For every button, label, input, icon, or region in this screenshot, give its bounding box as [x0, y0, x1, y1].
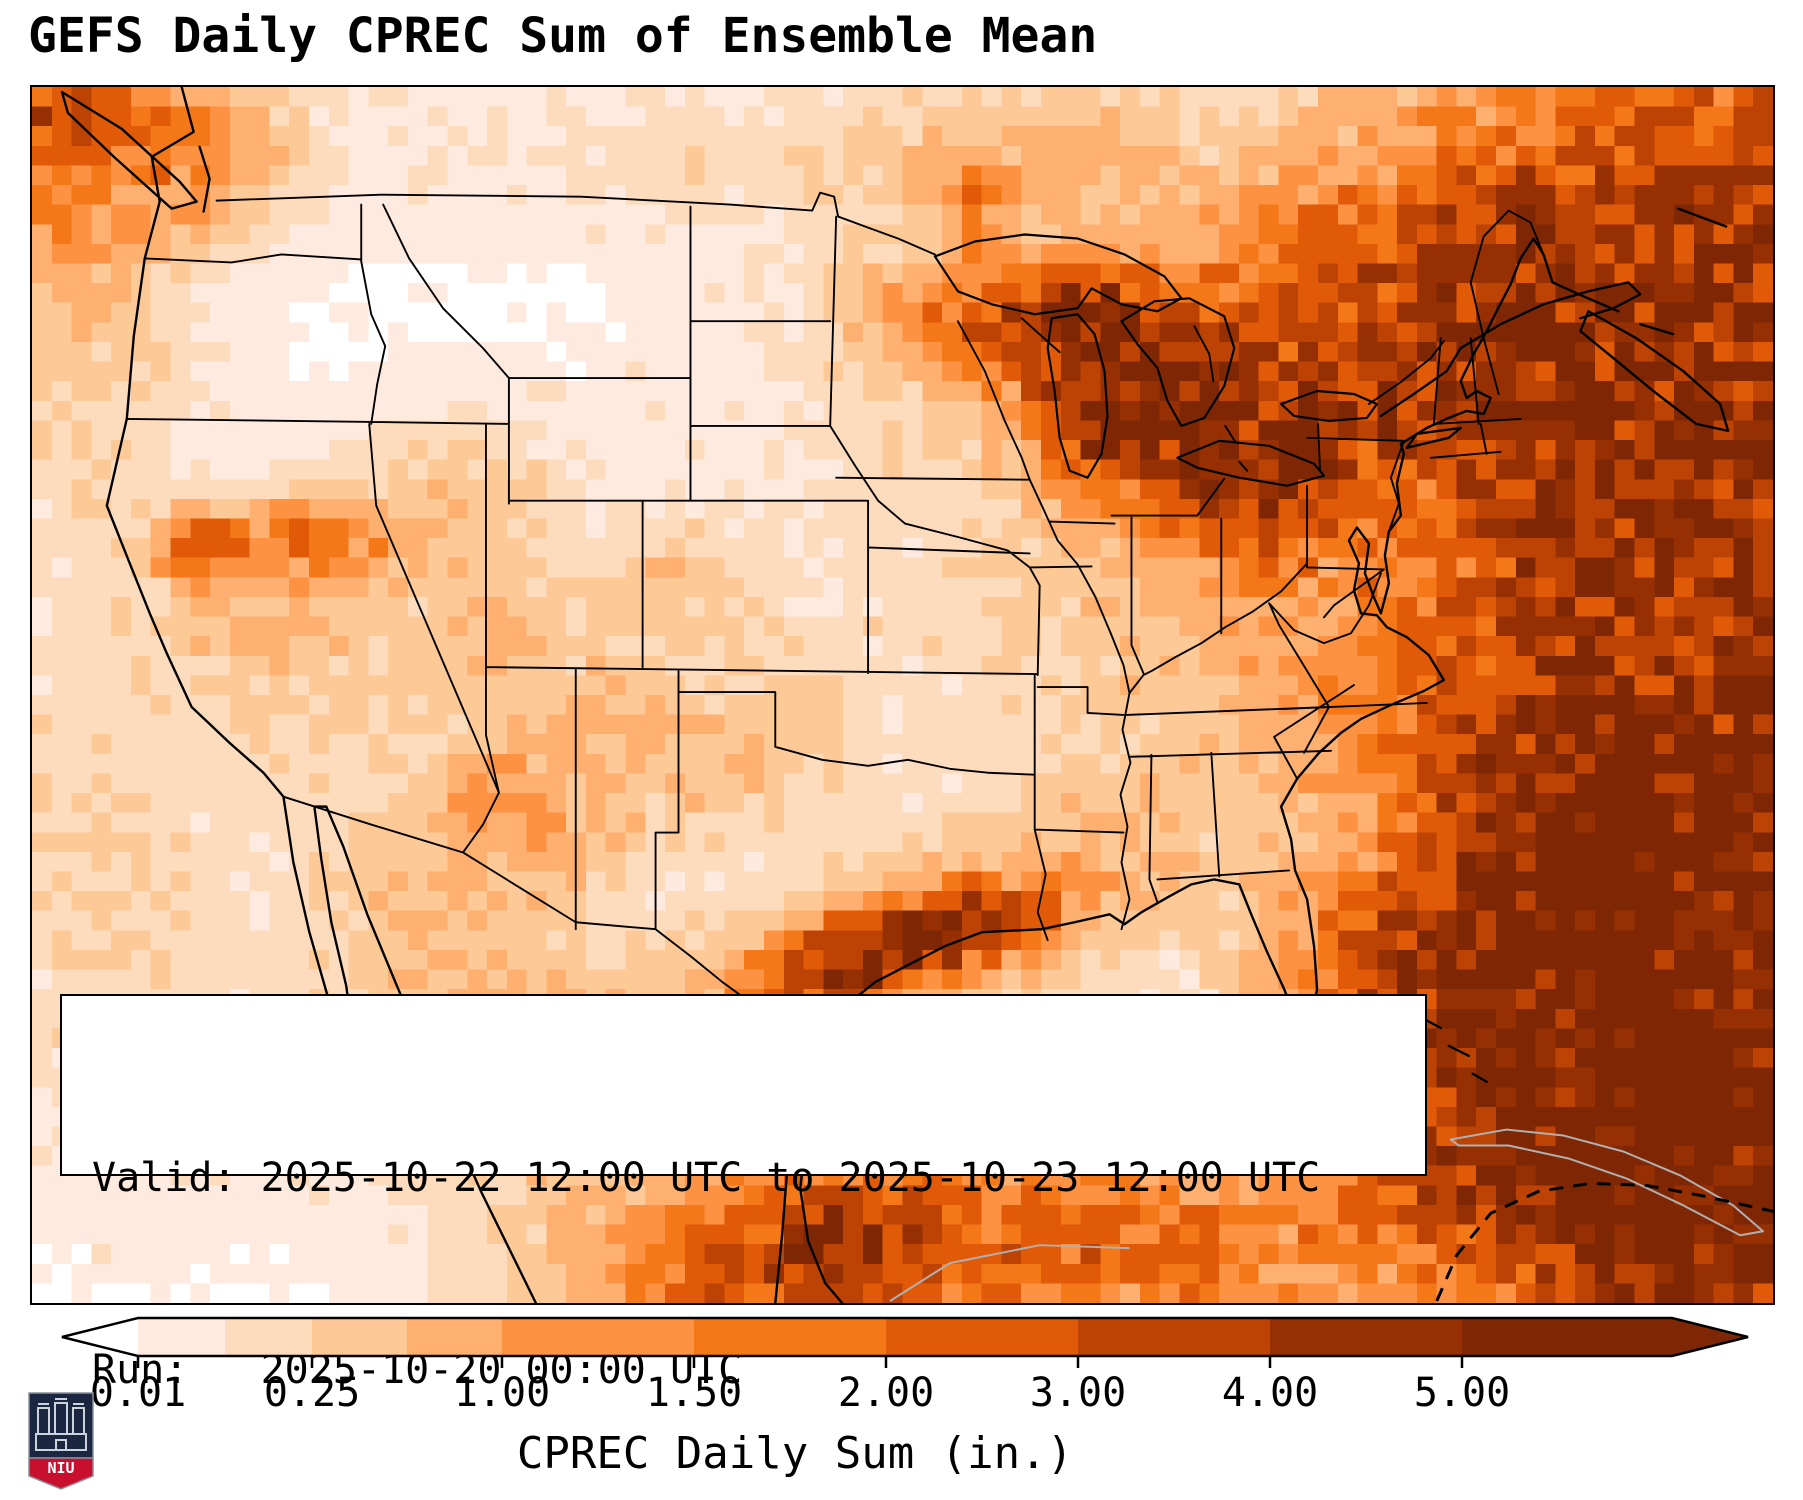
- coastline: [60, 87, 1730, 1303]
- colorbar-segment: [138, 1318, 225, 1356]
- colorbar-segment: [312, 1318, 407, 1356]
- great-lakes-outlines: [933, 233, 1379, 487]
- colorbar-segment: [502, 1318, 694, 1356]
- colorbar-tick-label: 2.00: [838, 1370, 934, 1416]
- colorbar-segment: [694, 1318, 886, 1356]
- colorbar: 0.01 0.25 1.00 1.50 2.00 3.00 4.00 5.00: [61, 1316, 1749, 1416]
- colorbar-tickmarks: [136, 1356, 1464, 1368]
- valid-line: Valid: 2025-10-22 12:00 UTC to 2025-10-2…: [92, 1155, 1321, 1201]
- colorbar-segment: [1270, 1318, 1462, 1356]
- niu-shield-icon: NIU: [28, 1392, 94, 1490]
- colorbar-segments: [138, 1318, 1672, 1356]
- castle-icon: [35, 1398, 87, 1451]
- colorbar-label: CPREC Daily Sum (in.): [516, 1428, 1074, 1479]
- colorbar-right-extend: [1672, 1318, 1748, 1356]
- colorbar-segment: [886, 1318, 1078, 1356]
- niu-logo-text: NIU: [47, 1459, 74, 1477]
- map-panel: Valid: 2025-10-22 12:00 UTC to 2025-10-2…: [30, 85, 1775, 1393]
- colorbar-segment: [407, 1318, 502, 1356]
- figure-title: GEFS Daily CPREC Sum of Ensemble Mean: [28, 8, 1098, 64]
- colorbar-tick-label: 1.00: [454, 1370, 550, 1416]
- colorbar-tick-label: 5.00: [1414, 1370, 1510, 1416]
- dashed-contour: [1435, 1181, 1773, 1302]
- colorbar-segment: [1078, 1318, 1270, 1356]
- colorbar-tick-label: 3.00: [1030, 1370, 1126, 1416]
- colorbar-tick-label: 0.25: [264, 1370, 360, 1416]
- niu-logo: NIU: [28, 1392, 94, 1492]
- colorbar-segment: [1462, 1318, 1672, 1356]
- colorbar-tick-label: 4.00: [1222, 1370, 1318, 1416]
- colorbar-segment: [225, 1318, 312, 1356]
- colorbar-tick-label: 1.50: [646, 1370, 742, 1416]
- state-borders: [125, 191, 1554, 1107]
- colorbar-left-extend: [62, 1318, 138, 1356]
- valid-run-annotation: Valid: 2025-10-22 12:00 UTC to 2025-10-2…: [60, 994, 1427, 1393]
- colorbar-tick-label: 0.01: [90, 1370, 186, 1416]
